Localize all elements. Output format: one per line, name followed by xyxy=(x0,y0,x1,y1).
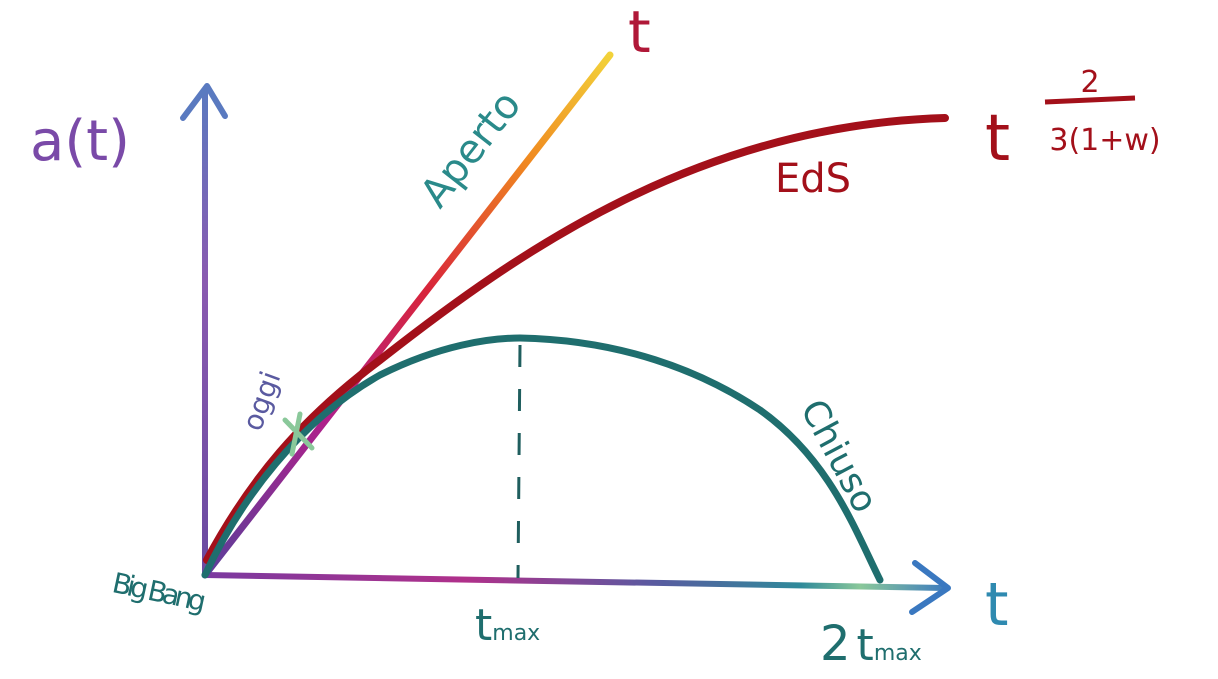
t-max-base: t xyxy=(475,600,492,651)
flat-law-base: t xyxy=(985,102,1010,176)
t-max-line xyxy=(516,344,522,579)
today-marker xyxy=(282,411,315,457)
origin-label: Big Bang xyxy=(109,566,209,618)
today-label: oggi xyxy=(236,367,288,435)
x-axis-arrow xyxy=(909,560,951,615)
open-law-label: t xyxy=(628,0,651,66)
fraction-bar xyxy=(1044,95,1136,105)
open-label: Aperto xyxy=(412,82,531,216)
flat-label: EdS xyxy=(775,156,851,202)
y-axis-arrow xyxy=(180,83,228,121)
t-max-label: tmax xyxy=(475,600,540,651)
flat-law-exp-num: 2 xyxy=(1080,65,1099,100)
two-t-max-label: 2 tmax xyxy=(820,616,922,672)
x-axis-label: t xyxy=(985,570,1009,640)
open-curve xyxy=(201,51,614,579)
x-axis xyxy=(202,572,948,591)
flat-law-exp-den: 3(1+w) xyxy=(1049,123,1160,158)
two-t-max-base: t xyxy=(857,620,874,671)
flat-curve xyxy=(203,114,949,564)
two-t-max-sub: max xyxy=(874,641,922,666)
y-axis-label: a(t) xyxy=(30,109,130,174)
two-t-max-coef: 2 xyxy=(820,616,851,672)
t-max-sub: max xyxy=(492,621,540,646)
closed-curve xyxy=(201,334,884,584)
